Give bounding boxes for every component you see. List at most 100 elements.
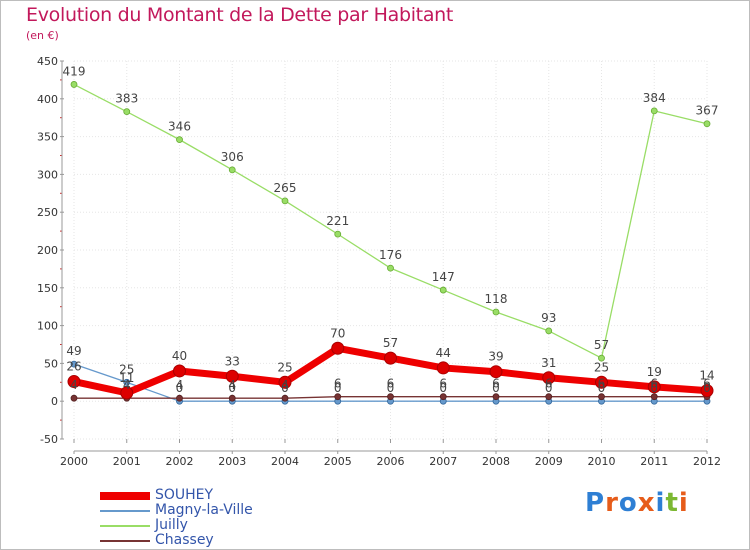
y-tick-label: -50 <box>40 433 58 446</box>
y-tick-label: 250 <box>37 206 58 219</box>
legend-label: SOUHEY <box>155 487 214 503</box>
legend-label: Juilly <box>155 517 188 533</box>
data-label: 4 <box>70 378 78 392</box>
data-point <box>70 394 78 402</box>
data-point <box>384 351 397 365</box>
chart-title: Evolution du Montant de la Dette par Hab… <box>26 4 454 26</box>
data-label: 346 <box>168 120 191 134</box>
data-label: 31 <box>541 356 556 370</box>
data-label: 0 <box>228 381 236 395</box>
data-point <box>225 369 239 383</box>
data-label: 221 <box>326 214 349 228</box>
gridlines <box>73 60 708 440</box>
data-label: 57 <box>383 336 398 350</box>
legend-swatch <box>100 491 150 500</box>
x-tick-label: 2009 <box>535 455 563 468</box>
data-point <box>281 394 289 402</box>
x-tick-label: 2001 <box>113 455 141 468</box>
data-label: 265 <box>274 181 297 195</box>
data-label: 384 <box>643 91 666 105</box>
data-label: 306 <box>221 150 244 164</box>
data-label: 147 <box>432 270 455 284</box>
legend-item: Magny-la-Ville <box>100 503 253 518</box>
legend-item: SOUHEY <box>100 488 253 503</box>
data-label: 6 <box>387 377 395 391</box>
data-label: 0 <box>703 381 711 395</box>
logo-letter: x <box>637 488 656 518</box>
y-axis-unit: (en €) <box>26 29 59 42</box>
data-label: 57 <box>594 338 609 352</box>
proxiti-logo: Proxiti <box>585 488 689 518</box>
x-tick-label: 2010 <box>588 455 616 468</box>
data-point <box>70 81 78 88</box>
data-label: 6 <box>650 377 658 391</box>
data-point <box>331 341 345 355</box>
data-label: 0 <box>176 381 184 395</box>
logo-letter: r <box>605 488 619 518</box>
data-label: 118 <box>485 292 508 306</box>
data-point <box>545 327 553 335</box>
data-label: 367 <box>696 104 719 118</box>
data-point <box>228 166 236 174</box>
y-tick-label: 400 <box>37 93 58 106</box>
data-point <box>598 354 605 362</box>
y-tick-label: 50 <box>44 357 58 370</box>
data-label: 6 <box>598 377 606 391</box>
y-tick-label: 0 <box>51 395 58 408</box>
y-tick-label: 150 <box>37 282 58 295</box>
y-tick-label: 450 <box>37 55 58 68</box>
data-label: 25 <box>594 360 609 374</box>
data-point <box>67 375 81 389</box>
legend-label: Chassey <box>155 532 214 548</box>
data-point <box>334 393 342 401</box>
data-point <box>281 197 289 205</box>
data-label: 4 <box>281 378 289 392</box>
data-label: 11 <box>119 371 134 385</box>
data-label: 0 <box>650 381 658 395</box>
legend-label: Magny-la-Ville <box>155 502 253 518</box>
data-point <box>703 120 711 128</box>
data-label: 25 <box>119 362 134 376</box>
legend-item: Chassey <box>100 533 253 548</box>
data-point <box>387 264 394 272</box>
y-tick-label: 350 <box>37 131 58 144</box>
legend-swatch <box>100 524 150 527</box>
legend-swatch <box>100 509 150 512</box>
legend-swatch <box>100 539 150 542</box>
data-point <box>647 380 661 394</box>
x-tick-label: 2012 <box>693 455 721 468</box>
x-tick-label: 2005 <box>324 455 352 468</box>
data-point <box>334 230 342 238</box>
data-label: 383 <box>115 92 138 106</box>
data-label: 0 <box>598 381 606 395</box>
data-point <box>545 393 553 401</box>
data-label: 0 <box>281 381 289 395</box>
data-point <box>598 393 605 401</box>
logo-letter: i <box>678 488 689 518</box>
data-point <box>650 107 658 115</box>
y-tick-label: 300 <box>37 168 58 181</box>
data-point <box>542 371 556 385</box>
data-label: 6 <box>545 377 553 391</box>
data-label: 39 <box>488 350 503 364</box>
data-label: 25 <box>277 360 292 374</box>
data-point <box>228 394 236 402</box>
x-tick-label: 2003 <box>218 455 246 468</box>
data-label: 0 <box>334 381 342 395</box>
logo-letter: o <box>618 488 638 518</box>
data-label: 176 <box>379 248 402 262</box>
x-tick-label: 2002 <box>166 455 194 468</box>
x-tick-label: 2000 <box>60 455 88 468</box>
data-point <box>173 364 186 378</box>
data-label: 6 <box>703 377 711 391</box>
data-label: 0 <box>492 381 500 395</box>
data-point <box>439 393 447 401</box>
data-point <box>176 136 183 144</box>
data-point <box>489 365 503 379</box>
data-point <box>595 375 608 389</box>
data-point <box>700 384 714 398</box>
data-label: 4 <box>176 378 184 392</box>
